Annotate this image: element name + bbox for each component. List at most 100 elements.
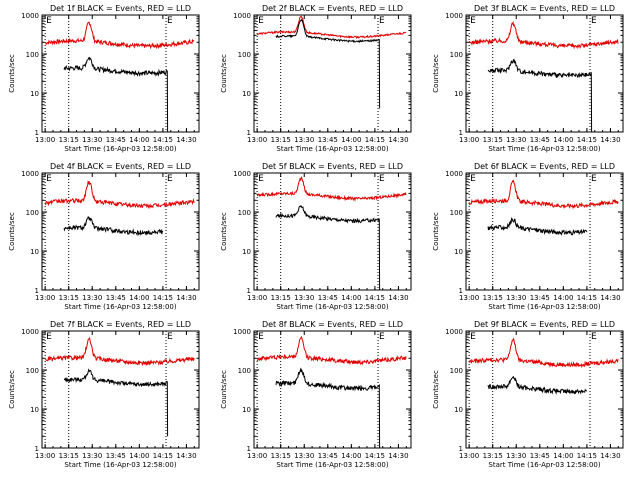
time-marker-label: E <box>258 16 264 26</box>
y-tick-label: 100 <box>238 209 251 217</box>
panel-title: Det 2f BLACK = Events, RED = LLD <box>262 4 403 13</box>
plot-frame <box>465 14 624 133</box>
x-tick-label: 13:15 <box>271 452 291 460</box>
time-marker-label: E <box>379 16 385 26</box>
lld-series <box>468 337 619 369</box>
x-tick-label: 14:15 <box>365 294 385 302</box>
x-axis-label: Start Time (16-Apr-03 12:58:00) <box>64 303 176 311</box>
y-axis-label: Counts/sec <box>432 212 440 251</box>
lld-series <box>256 335 407 366</box>
x-tick-label: 13:30 <box>294 452 314 460</box>
x-tick-label: 13:15 <box>59 452 79 460</box>
x-tick-label: 13:00 <box>247 452 267 460</box>
lld-series <box>44 336 195 367</box>
events-series <box>275 367 381 449</box>
y-tick-label: 1 <box>459 445 463 453</box>
x-axis-label: Start Time (16-Apr-03 12:58:00) <box>276 303 388 311</box>
plot-frame <box>41 330 200 449</box>
x-tick-label: 13:30 <box>506 294 526 302</box>
x-tick-label: 14:00 <box>341 136 361 144</box>
x-tick-label: 14:00 <box>553 294 573 302</box>
time-marker-label: E <box>379 174 385 184</box>
time-marker-label: E <box>167 332 173 342</box>
y-tick-label: 1000 <box>445 12 463 20</box>
x-tick-label: 14:15 <box>577 452 597 460</box>
y-tick-label: 1000 <box>233 170 251 178</box>
time-marker-label: E <box>167 174 173 184</box>
x-tick-label: 13:00 <box>35 452 55 460</box>
y-tick-label: 1000 <box>445 170 463 178</box>
x-tick-label: 13:45 <box>530 136 550 144</box>
x-axis-label: Start Time (16-Apr-03 12:58:00) <box>276 461 388 469</box>
x-tick-label: 13:45 <box>530 294 550 302</box>
plot-frame <box>253 330 412 449</box>
y-tick-label: 1 <box>459 129 463 137</box>
x-tick-label: 14:15 <box>577 136 597 144</box>
x-tick-label: 13:15 <box>271 294 291 302</box>
time-marker-label: E <box>470 174 476 184</box>
lld-series <box>44 21 195 50</box>
y-axis-label: Counts/sec <box>432 370 440 409</box>
lld-series <box>468 179 619 210</box>
x-tick-label: 13:45 <box>318 294 338 302</box>
x-tick-label: 13:45 <box>106 294 126 302</box>
panel-title: Det 3f BLACK = Events, RED = LLD <box>474 4 615 13</box>
panel-title: Det 1f BLACK = Events, RED = LLD <box>50 4 191 13</box>
y-tick-label: 100 <box>238 367 251 375</box>
y-axis-label: Counts/sec <box>220 370 228 409</box>
events-series <box>63 56 169 133</box>
x-tick-label: 14:30 <box>600 136 620 144</box>
y-tick-label: 1000 <box>445 328 463 336</box>
y-axis-label: Counts/sec <box>220 54 228 93</box>
panel-title: Det 6f BLACK = Events, RED = LLD <box>474 162 615 171</box>
x-tick-label: 13:00 <box>459 452 479 460</box>
x-tick-label: 14:00 <box>553 452 573 460</box>
time-marker-label: E <box>258 174 264 184</box>
y-axis-label: Counts/sec <box>8 212 16 251</box>
time-marker-label: E <box>470 16 476 26</box>
y-tick-label: 10 <box>242 90 251 98</box>
y-axis-label: Counts/sec <box>8 370 16 409</box>
x-axis-label: Start Time (16-Apr-03 12:58:00) <box>488 461 600 469</box>
time-marker-label: E <box>46 174 52 184</box>
y-tick-label: 100 <box>26 51 39 59</box>
x-tick-label: 14:00 <box>341 294 361 302</box>
time-marker-label: E <box>591 174 597 184</box>
y-tick-label: 1000 <box>233 12 251 20</box>
x-tick-label: 14:00 <box>341 452 361 460</box>
y-tick-label: 10 <box>30 406 39 414</box>
events-series <box>487 375 588 395</box>
events-series <box>63 216 164 237</box>
x-tick-label: 13:15 <box>483 452 503 460</box>
time-marker-label: E <box>46 16 52 26</box>
y-tick-label: 1 <box>247 445 251 453</box>
y-tick-label: 1 <box>35 129 39 137</box>
x-tick-label: 14:00 <box>129 136 149 144</box>
x-axis-label: Start Time (16-Apr-03 12:58:00) <box>276 145 388 153</box>
y-tick-label: 1 <box>459 287 463 295</box>
x-tick-label: 13:15 <box>271 136 291 144</box>
plot-frame <box>465 172 624 291</box>
plot-frame <box>253 14 412 133</box>
x-tick-label: 14:15 <box>153 452 173 460</box>
x-tick-label: 13:30 <box>506 452 526 460</box>
y-tick-label: 1 <box>247 287 251 295</box>
x-tick-label: 14:30 <box>388 136 408 144</box>
y-tick-label: 1000 <box>21 12 39 20</box>
time-marker-label: E <box>167 16 173 26</box>
y-tick-label: 1 <box>35 287 39 295</box>
y-tick-label: 10 <box>242 406 251 414</box>
y-axis-label: Counts/sec <box>220 212 228 251</box>
y-tick-label: 100 <box>450 367 463 375</box>
x-axis-label: Start Time (16-Apr-03 12:58:00) <box>64 145 176 153</box>
plot-frame <box>465 330 624 449</box>
x-tick-label: 14:30 <box>176 452 196 460</box>
y-tick-label: 1000 <box>233 328 251 336</box>
x-tick-label: 13:00 <box>247 294 267 302</box>
